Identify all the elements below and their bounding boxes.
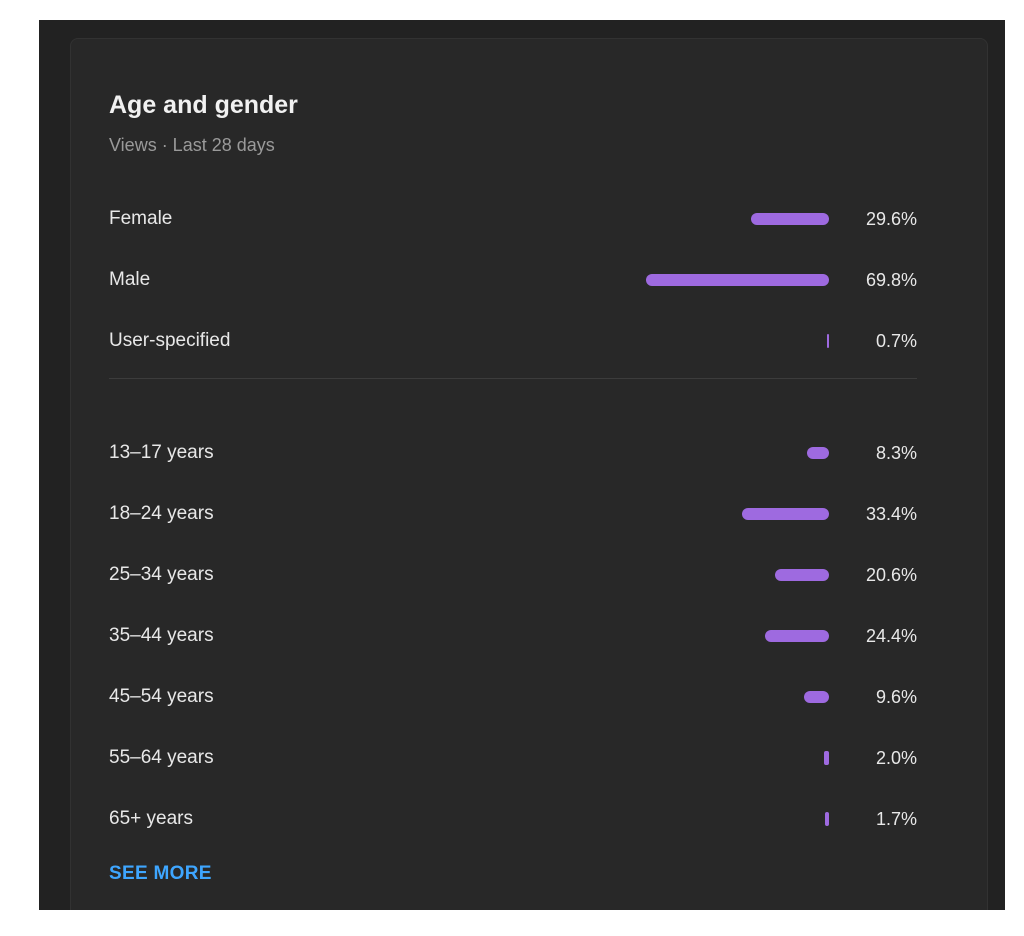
percent-label: 29.6% xyxy=(865,209,917,229)
bar-row: User-specified 0.7% xyxy=(109,327,917,355)
age-gender-card: Age and gender Views · Last 28 days Fema… xyxy=(70,38,988,910)
value-bar xyxy=(823,751,829,765)
value-bar xyxy=(765,630,829,642)
card-subtitle: Views · Last 28 days xyxy=(109,135,275,155)
bar-row: Male 69.8% xyxy=(109,266,917,294)
percent-label: 8.3% xyxy=(875,443,917,463)
category-label: 18–24 years xyxy=(109,503,214,524)
bar-row: 65+ years 1.7% xyxy=(109,805,917,833)
value-bar xyxy=(775,569,829,581)
percent-label: 69.8% xyxy=(865,270,917,290)
app-panel: Age and gender Views · Last 28 days Fema… xyxy=(39,20,1005,910)
value-bar xyxy=(824,812,829,826)
value-bar xyxy=(803,691,829,703)
bar-row: 55–64 years 2.0% xyxy=(109,744,917,772)
category-label: 65+ years xyxy=(109,808,193,829)
category-label: 25–34 years xyxy=(109,564,214,585)
percent-label: 1.7% xyxy=(875,809,917,829)
card-title: Age and gender xyxy=(109,91,298,119)
category-label: Male xyxy=(109,269,151,290)
percent-label: 9.6% xyxy=(875,687,917,707)
category-label: Female xyxy=(109,208,173,229)
category-label: 45–54 years xyxy=(109,686,214,707)
value-bar xyxy=(741,508,829,520)
percent-label: 0.7% xyxy=(875,331,917,351)
category-label: 35–44 years xyxy=(109,625,214,646)
category-label: 55–64 years xyxy=(109,747,214,768)
category-label: 13–17 years xyxy=(109,442,214,463)
value-bar xyxy=(646,274,829,286)
percent-label: 2.0% xyxy=(875,748,917,768)
percent-label: 33.4% xyxy=(865,504,917,524)
bar-row: 25–34 years 20.6% xyxy=(109,561,917,589)
percent-label: 20.6% xyxy=(865,565,917,585)
bar-row: 35–44 years 24.4% xyxy=(109,622,917,650)
category-label: User-specified xyxy=(109,330,231,351)
value-bar xyxy=(807,447,829,459)
bar-row: 18–24 years 33.4% xyxy=(109,500,917,528)
value-bar xyxy=(827,334,829,348)
bar-row: 13–17 years 8.3% xyxy=(109,439,917,467)
see-more-link[interactable]: SEE MORE xyxy=(109,863,212,884)
value-bar xyxy=(751,213,829,225)
percent-label: 24.4% xyxy=(865,626,917,646)
bar-row: 45–54 years 9.6% xyxy=(109,683,917,711)
section-divider xyxy=(109,378,917,379)
bar-row: Female 29.6% xyxy=(109,205,917,233)
